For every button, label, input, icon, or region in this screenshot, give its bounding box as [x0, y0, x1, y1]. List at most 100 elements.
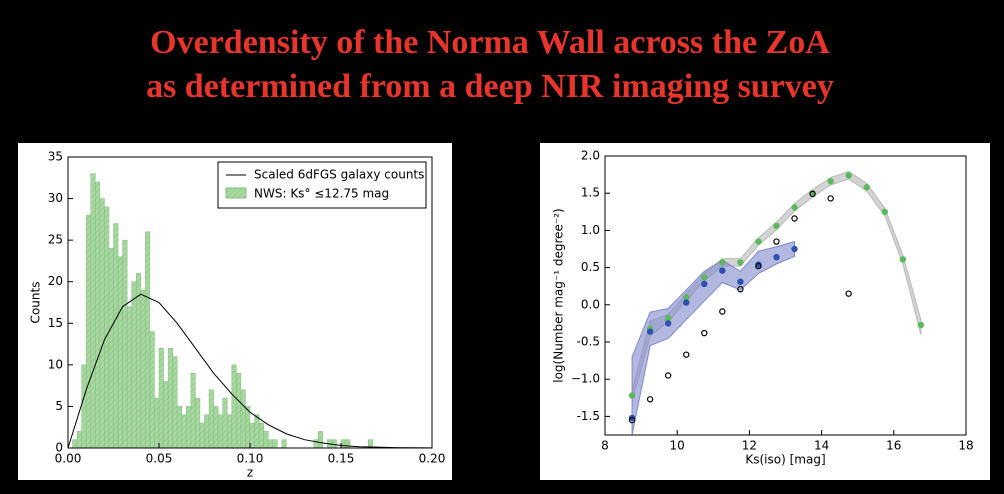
bar-hatch — [127, 306, 132, 448]
bar-hatch — [268, 439, 273, 448]
bar-hatch — [240, 389, 246, 448]
bar-hatch — [231, 364, 237, 448]
y-tick-label: 0.5 — [581, 260, 600, 274]
point — [719, 308, 726, 315]
bar-hatch — [190, 373, 196, 448]
point — [701, 280, 708, 288]
y-tick-label: 0 — [55, 441, 63, 455]
bar-hatch — [159, 348, 164, 448]
bar-hatch — [209, 389, 214, 448]
y-tick-label: 1.5 — [581, 186, 600, 200]
y-tick-label: 1.0 — [581, 223, 600, 237]
bar-hatch — [368, 439, 373, 448]
point — [628, 392, 636, 399]
slide-title: as determined from a deep NIR imaging su… — [146, 68, 834, 105]
point — [755, 262, 762, 270]
x-tick-label: 0.05 — [146, 452, 173, 466]
point — [719, 259, 726, 266]
bar-hatch — [72, 439, 78, 448]
x-tick-label: 10 — [670, 439, 685, 453]
bar-hatch — [341, 439, 346, 448]
y-tick-label: 30 — [48, 191, 63, 205]
y-tick-label: 25 — [48, 233, 63, 247]
bar-hatch — [168, 348, 173, 448]
y-tick-label: -0.5 — [577, 335, 600, 349]
y-tick-label: 10 — [48, 357, 63, 371]
bar-hatch — [145, 231, 150, 448]
bar-hatch — [213, 406, 219, 448]
bar-hatch — [90, 173, 96, 448]
legend-box — [217, 161, 427, 209]
point — [845, 172, 852, 179]
point — [791, 215, 798, 222]
point — [845, 290, 852, 297]
bar-hatch — [186, 406, 191, 448]
bar-hatch — [263, 431, 269, 448]
point — [664, 372, 672, 379]
legend-label: Scaled 6dFGS galaxy counts — [254, 168, 424, 182]
bar-hatch — [345, 439, 351, 448]
point — [755, 238, 762, 245]
x-tick-label: 0.10 — [237, 452, 264, 466]
x-axis-label: z — [247, 466, 253, 480]
y-axis-label: Counts — [29, 282, 43, 324]
point — [628, 416, 636, 424]
bar-hatch — [140, 290, 146, 448]
x-tick-label: 0.00 — [55, 452, 82, 466]
bar-hatch — [313, 439, 319, 448]
point — [773, 253, 780, 261]
bar-hatch — [122, 240, 128, 448]
bar-hatch — [195, 398, 200, 448]
y-tick-label: 2.0 — [581, 149, 600, 163]
bar-hatch — [77, 431, 82, 448]
bar-hatch — [81, 364, 87, 448]
bar-hatch — [181, 414, 187, 448]
point — [737, 278, 744, 285]
slide-title: Overdensity of the Norma Wall across the… — [150, 24, 830, 61]
bar-hatch — [149, 331, 155, 448]
legend-label: NWS: Ks° ≤12.75 mag — [254, 187, 389, 201]
point — [791, 245, 798, 253]
point — [737, 285, 744, 293]
point — [683, 299, 690, 306]
x-tick-label: 18 — [958, 439, 973, 453]
bar-hatch — [154, 398, 159, 448]
bar-hatch — [218, 414, 223, 448]
bar-hatch — [136, 273, 141, 448]
bar-hatch — [177, 406, 182, 448]
bar-hatch — [118, 256, 123, 448]
y-tick-label: 35 — [48, 150, 63, 164]
point — [664, 320, 672, 327]
bar-hatch — [104, 206, 109, 448]
point — [917, 321, 925, 329]
bar-hatch — [108, 248, 114, 448]
point — [719, 267, 726, 274]
point — [773, 222, 780, 230]
y-tick-label: -1.5 — [577, 409, 600, 423]
bar-hatch — [259, 423, 264, 448]
x-axis-label: Ks(iso) [mag] — [745, 453, 825, 467]
y-tick-label: −1.0 — [571, 372, 600, 386]
point — [664, 314, 672, 322]
bar-hatch — [131, 281, 137, 448]
bar-hatch — [250, 423, 255, 448]
bar-hatch — [318, 431, 323, 448]
x-tick-label: 16 — [886, 439, 901, 453]
bar-hatch — [86, 215, 91, 448]
point — [701, 329, 708, 337]
plot-frame — [604, 155, 967, 436]
bar-hatch — [113, 223, 119, 448]
bar-hatch — [272, 439, 278, 448]
bar-hatch — [227, 414, 232, 448]
bar-hatch — [199, 423, 205, 448]
bar-hatch — [163, 381, 169, 448]
y-axis-label: log(Number mag⁻¹ degree⁻²) — [552, 208, 566, 383]
point — [791, 204, 798, 211]
point — [827, 178, 834, 185]
point — [683, 351, 690, 358]
point — [701, 274, 708, 281]
point — [683, 294, 690, 301]
point — [827, 195, 834, 202]
x-tick-label: 0.20 — [419, 452, 446, 466]
